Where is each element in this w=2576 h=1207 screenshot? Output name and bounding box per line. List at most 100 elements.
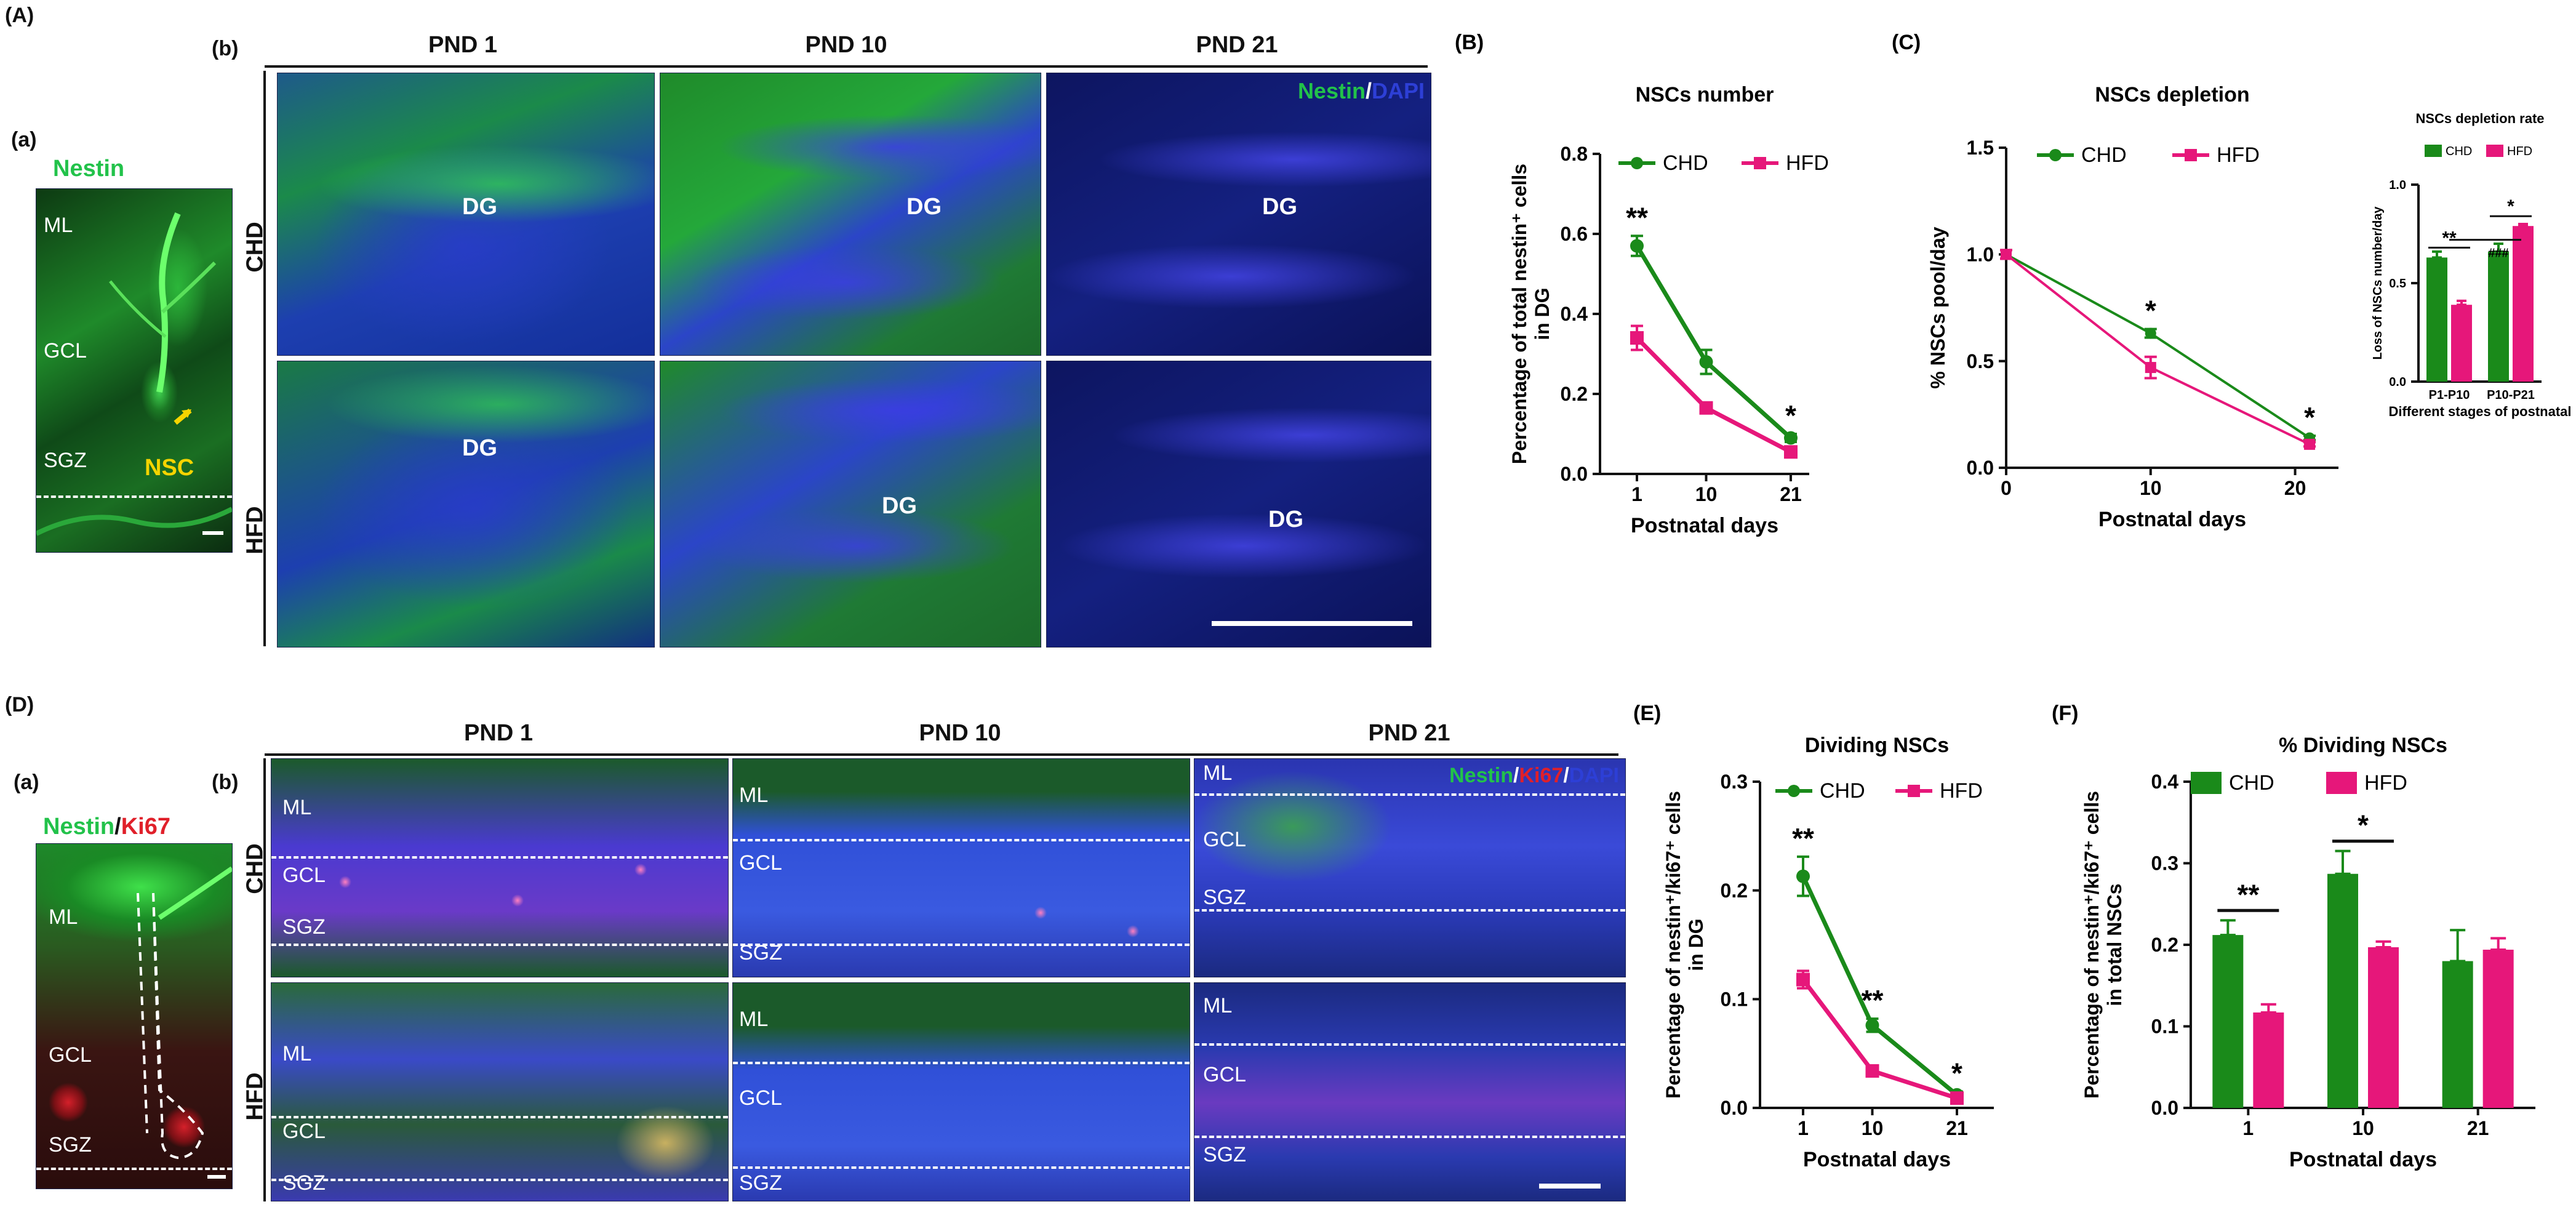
y-tick-label: 0.4 [2151,771,2179,793]
stain-dapi: DAPI [1569,764,1619,787]
legend-label: CHD [1663,151,1708,175]
region-ml: ML [44,214,73,237]
y-axis-label-group: Percentage of total nestin⁺ cells in DG [1508,164,1553,464]
chart-title: % Dividing NSCs [2279,734,2447,757]
region-gcl: GCL [44,339,87,363]
data-point-chd [1796,869,1810,883]
micrograph-ki67-hfd-pnd10: ML GCL SGZ [732,982,1190,1201]
legend-marker [2185,149,2197,161]
x-tick-label: 21 [1946,1117,1968,1139]
y-axis-label: in total NSCs [2103,883,2126,1006]
significance-mark: ** [2442,228,2457,248]
chart-title: NSCs depletion [2095,83,2249,106]
inset-x-axis-label: Different stages of postnatal [2388,404,2571,419]
y-tick-label: 1.5 [1967,137,1994,159]
micrograph-ki67-chd-pnd10: ML GCL SGZ [732,758,1190,977]
bar-chd [2212,935,2244,1108]
significance-mark: * [1785,399,1796,431]
sgz-boundary [36,495,232,498]
data-point-hfd [2304,438,2316,450]
legend-marker [1788,785,1800,797]
stain-nestin-label: Nestin [53,156,125,182]
y-tick-label: 0.0 [1561,463,1588,485]
y-tick-label: 0.4 [1561,303,1588,325]
stain-ki67: Ki67 [1519,764,1564,787]
data-point-chd [1784,431,1798,445]
legend-label: CHD [1820,779,1865,803]
data-point-chd [1630,239,1644,253]
significance-mark: * [2507,196,2514,217]
significance-mark: ### [2488,247,2508,260]
row-header-chd: CHD [242,222,268,273]
gcl-boundary [271,1116,728,1118]
region-dg: DG [1268,507,1303,532]
scale-bar [1212,621,1412,626]
sgz-boundary [733,1166,1190,1169]
region-gcl: GCL [282,1120,326,1143]
nsc-processes [36,212,232,536]
micrograph-hfd-pnd10: DG [660,361,1041,648]
panel-label-D: (D) [5,693,34,716]
region-sgz: SGZ [44,449,87,472]
y-tick-label: 0.2 [1721,880,1748,902]
sgz-boundary [271,1179,728,1181]
legend-label: CHD [2081,143,2127,167]
micrograph-chd-pnd1: DG [277,73,655,356]
y-tick-label: 1.0 [1967,244,1994,266]
x-axis-label: Postnatal days [1803,1148,1951,1171]
x-tick-label: 1 [1798,1117,1809,1139]
bar-hfd [2253,1012,2284,1108]
region-gcl: GCL [1203,828,1246,851]
y-axis-label-group: Percentage of nestin⁺/ki67⁺ cells in DG [1662,791,1707,1099]
significance-mark: ** [2237,878,2259,910]
col-header-pnd21: PND 21 [1196,32,1278,58]
x-tick-label: 10 [2140,477,2162,499]
y-tick-label: 0.5 [1967,350,1994,372]
region-dg: DG [462,435,497,461]
x-tick-label: 1 [1631,483,1642,505]
sgz-boundary [1194,909,1625,912]
data-point-chd [1699,355,1713,369]
series-line-chd [2006,253,2311,439]
data-point-hfd [1699,401,1713,415]
row-header-chd: CHD [242,843,268,894]
ml-gcl-boundary [1194,793,1625,796]
col-header-pnd21: PND 21 [1368,720,1450,746]
stain-separator: / [1563,764,1569,787]
x-tick-label: 10 [2352,1117,2374,1139]
panel-label: (F) [2052,702,2078,725]
significance-mark: ** [1862,984,1884,1016]
ml-gcl-boundary [271,856,728,859]
stain-nestin: Nestin [1297,78,1366,103]
y-axis-label: Percentage of nestin⁺/ki67⁺ cells [1662,791,1684,1099]
region-ml: ML [739,784,769,807]
micrograph-dividing-nsc-closeup: ML GCL SGZ [36,843,233,1189]
x-tick-label: 20 [2284,477,2306,499]
data-point-chd [2145,327,2156,339]
nsc-arrow-label: NSC [145,455,194,481]
col-header-pnd10: PND 10 [805,32,887,58]
data-point-chd [1865,1018,1879,1032]
significance-mark: ** [1626,201,1648,233]
micrograph-ki67-chd-pnd1: ML GCL SGZ [271,758,729,977]
inset-bar-chd [2426,257,2447,382]
x-tick-label: 0 [2001,477,2012,499]
x-tick-label: 10 [1862,1117,1884,1139]
y-tick-label: 0.2 [1561,383,1588,405]
col-header-pnd10: PND 10 [919,720,1001,746]
region-sgz: SGZ [1203,886,1246,909]
y-tick-label: 0.0 [1721,1097,1748,1119]
data-point-hfd [2001,249,2012,260]
inset-bar-hfd [2451,305,2472,382]
legend-marker [1631,157,1643,169]
region-ml: ML [282,796,312,819]
legend-marker [1908,785,1920,797]
column-header-rule [265,753,1618,756]
stain-legend: Nestin/DAPI [1298,78,1425,104]
region-sgz: SGZ [1203,1143,1246,1166]
legend-swatch [2191,772,2222,794]
region-sgz: SGZ [739,941,782,964]
y-axis-label: in DG [1531,287,1553,340]
inset-bar-chd [2488,251,2509,382]
x-tick-label: 21 [1780,483,1802,505]
